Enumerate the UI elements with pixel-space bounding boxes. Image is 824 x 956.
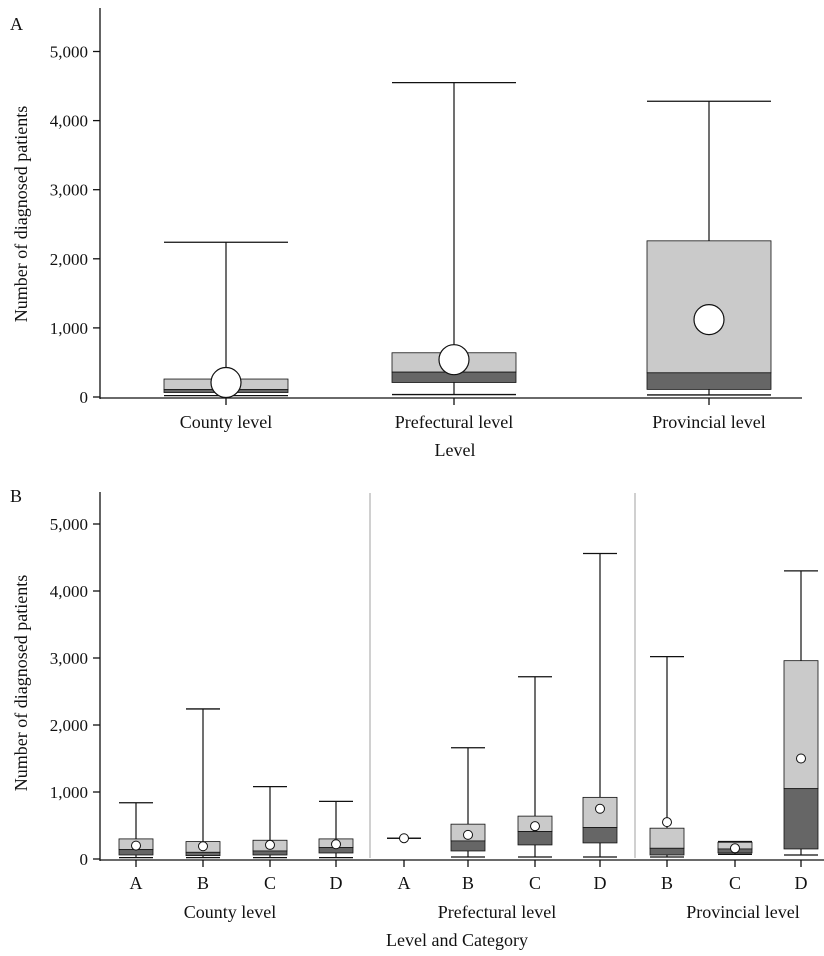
y-tick-label: 5,000 xyxy=(50,515,88,534)
x-tick-label: C xyxy=(729,873,741,893)
y-tick-label: 0 xyxy=(80,850,89,869)
box-lower-quartile xyxy=(517,831,553,846)
x-tick-label: C xyxy=(264,873,276,893)
box-lower-quartile xyxy=(450,840,486,852)
y-tick-label: 4,000 xyxy=(50,582,88,601)
panel-a-label: A xyxy=(10,14,23,34)
x-tick-label: B xyxy=(661,873,673,893)
box-lower-quartile xyxy=(649,847,685,856)
mean-marker xyxy=(131,840,141,851)
box-lower-quartile xyxy=(252,850,288,856)
panel-b-y-axis-label: Number of diagnosed patients xyxy=(11,575,31,791)
mean-marker xyxy=(438,344,470,376)
y-tick-label: 0 xyxy=(80,388,89,407)
panel-b-marks: 0 1,000 2,000 3,000 4,000 5,000 A B C D County lev… xyxy=(50,492,824,922)
mean-marker xyxy=(595,803,605,814)
y-tick-label: 5,000 xyxy=(50,43,88,62)
group-label: County level xyxy=(184,902,277,922)
mean-marker xyxy=(730,843,740,854)
y-tick-label: 3,000 xyxy=(50,649,88,668)
panel-a-marks: 0 1,000 2,000 3,000 4,000 5,000 County level Pr… xyxy=(50,8,802,432)
box-upper-quartile xyxy=(649,827,685,849)
mean-marker xyxy=(198,841,208,852)
box-upper-quartile xyxy=(783,660,819,790)
x-tick-label: A xyxy=(398,873,411,893)
x-tick-label: D xyxy=(330,873,343,893)
box-lower-quartile xyxy=(646,372,772,390)
panel-a-chart: A Number of diagnosed patients Level 0 1,… xyxy=(10,8,802,460)
x-tick-label: Provincial level xyxy=(652,412,765,432)
panel-a-x-axis-label: Level xyxy=(435,440,476,460)
mean-marker xyxy=(331,839,341,850)
y-tick-label: 3,000 xyxy=(50,181,88,200)
x-tick-label: B xyxy=(197,873,209,893)
mean-marker xyxy=(210,366,242,399)
box-lower-quartile xyxy=(582,827,618,844)
y-tick-label: 1,000 xyxy=(50,783,88,802)
group-label: Provincial level xyxy=(686,902,799,922)
x-tick-label: County level xyxy=(180,412,273,432)
box-lower-quartile xyxy=(185,851,221,857)
x-tick-label: B xyxy=(462,873,474,893)
x-tick-label: D xyxy=(594,873,607,893)
mean-marker xyxy=(399,833,409,844)
panel-b-label: B xyxy=(10,486,22,506)
box-lower-quartile xyxy=(783,788,819,850)
mean-marker xyxy=(796,753,806,764)
y-tick-label: 2,000 xyxy=(50,716,88,735)
mean-marker xyxy=(662,817,672,828)
panel-b-chart: B Number of diagnosed patients Level and… xyxy=(10,486,824,950)
mean-marker xyxy=(463,829,473,840)
x-tick-label: Prefectural level xyxy=(395,412,513,432)
mean-marker xyxy=(265,839,275,850)
panel-a-y-axis-label: Number of diagnosed patients xyxy=(11,106,31,322)
group-label: Prefectural level xyxy=(438,902,556,922)
x-tick-label: D xyxy=(795,873,808,893)
panel-b-x-axis-label: Level and Category xyxy=(386,930,528,950)
x-tick-label: A xyxy=(130,873,143,893)
y-tick-label: 1,000 xyxy=(50,319,88,338)
mean-marker xyxy=(530,821,540,832)
x-tick-label: C xyxy=(529,873,541,893)
y-tick-label: 4,000 xyxy=(50,112,88,131)
mean-marker xyxy=(693,304,725,336)
y-tick-label: 2,000 xyxy=(50,250,88,269)
